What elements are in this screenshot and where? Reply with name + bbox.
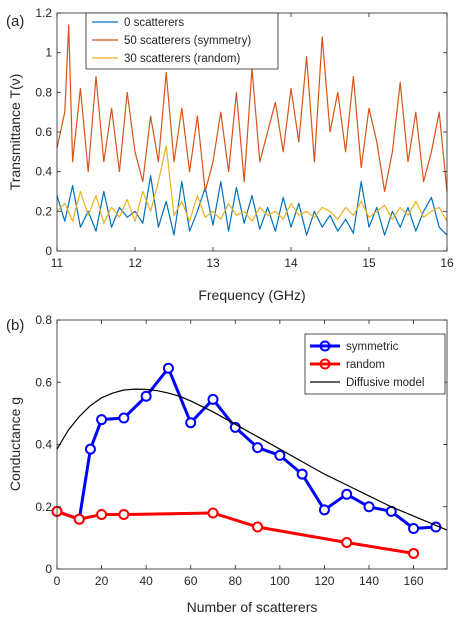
data-point-symmetric xyxy=(96,414,108,426)
panel-a-y-axis-label: Transmittance T(ν) xyxy=(7,74,23,191)
data-point-symmetric xyxy=(207,393,219,405)
panel-b-legend: symmetric random Diffusive model xyxy=(304,333,446,395)
legend-label-symmetric: symmetric xyxy=(346,341,399,353)
series-line-50-scatterers-symmetry xyxy=(56,24,448,193)
legend-label-50-scatterers: 50 scatterers (symmetry) xyxy=(124,35,251,47)
data-point-random xyxy=(252,521,264,533)
data-point-symmetric xyxy=(185,417,197,429)
panel-a-legend: 0 scatterers 50 scatterers (symmetry) 30… xyxy=(85,12,279,70)
panel-a-label: (a) xyxy=(6,13,24,30)
series-line-random xyxy=(56,509,414,555)
panel-b-y-axis-label: Conductance g xyxy=(7,397,23,491)
panel-b-y-tick-label: 0.6 xyxy=(35,375,52,389)
data-point-random xyxy=(408,547,420,559)
panel-b-x-tick-label: 80 xyxy=(229,574,243,588)
panel-b-y-tick-label: 0 xyxy=(45,562,52,576)
panel-a-y-tick-label: 1.2 xyxy=(35,6,52,20)
data-point-symmetric xyxy=(408,523,420,535)
panel-a-x-tick-label: 14 xyxy=(284,256,298,270)
panel-b-y-tick-label: 0.4 xyxy=(35,438,52,452)
panel-b-x-tick-label: 160 xyxy=(404,574,424,588)
data-point-symmetric xyxy=(341,488,353,500)
panel-b-x-axis-label: Number of scatterers xyxy=(187,599,318,615)
data-point-symmetric xyxy=(84,443,96,455)
panel-b-x-tick-label: 100 xyxy=(270,574,290,588)
data-point-random xyxy=(73,513,85,525)
legend-label-random: random xyxy=(346,359,385,371)
panel-a-x-tick-label: 11 xyxy=(51,256,64,270)
panel-b-x-tick-label: 0 xyxy=(54,574,61,588)
data-point-random xyxy=(207,507,219,519)
legend-marker-symmetric xyxy=(319,340,331,352)
panel-a-x-tick-label: 15 xyxy=(362,256,376,270)
data-point-symmetric xyxy=(118,412,130,424)
panel-a-y-tick-label: 1 xyxy=(45,46,52,60)
data-point-symmetric xyxy=(252,442,264,454)
panel-a-y-tick-label: 0.2 xyxy=(35,204,52,218)
data-point-symmetric xyxy=(318,504,330,516)
panel-a-y-tick-label: 0.6 xyxy=(35,125,52,139)
panel-a-x-axis-label: Frequency (GHz) xyxy=(198,287,305,303)
data-point-random xyxy=(96,509,108,521)
data-point-symmetric xyxy=(296,468,308,480)
legend-marker-random xyxy=(319,358,331,370)
data-point-symmetric xyxy=(274,449,286,461)
panel-b-x-tick-label: 140 xyxy=(359,574,379,588)
panel-b-y-tick-label: 0.2 xyxy=(35,500,52,514)
panel-b-y-tick-label: 0.8 xyxy=(35,313,52,327)
series-line-diffusive-model xyxy=(56,388,448,531)
panel-b-x-tick-label: 40 xyxy=(139,574,153,588)
data-point-random xyxy=(341,537,353,549)
panel-b-x-tick-label: 20 xyxy=(95,574,109,588)
legend-label-30-scatterers: 30 scatterers (random) xyxy=(124,53,240,65)
legend-label-diffusive-model: Diffusive model xyxy=(346,377,424,389)
panel-a-x-tick-label: 13 xyxy=(206,256,220,270)
data-point-symmetric xyxy=(140,390,152,402)
panel-a-y-tick-label: 0 xyxy=(45,244,52,258)
panel-a-y-tick-label: 0.4 xyxy=(35,165,52,179)
data-point-symmetric xyxy=(162,362,174,374)
series-line-30-scatterers-random xyxy=(56,145,448,224)
panel-b-x-tick-label: 120 xyxy=(314,574,334,588)
data-point-symmetric xyxy=(363,501,375,513)
panel-a-y-tick-label: 0.8 xyxy=(35,85,52,99)
data-point-random xyxy=(118,509,130,521)
panel-b-chart: (b) 0 20 40 60 80 100 120 140 160 0 0.2 0.4 0.6 0.8 N… xyxy=(6,313,448,615)
legend-label-0-scatterers: 0 scatterers xyxy=(124,17,184,29)
series-line-0-scatterers xyxy=(56,175,448,236)
panel-a-x-tick-label: 12 xyxy=(128,256,142,270)
panel-a-chart: (a) 11 12 13 14 15 16 0 0.2 0.4 0.6 0.8 1 1.2 Freque… xyxy=(6,6,454,303)
panel-b-x-tick-label: 60 xyxy=(184,574,198,588)
panel-b-label: (b) xyxy=(6,317,24,334)
panel-a-x-tick-label: 16 xyxy=(440,256,454,270)
